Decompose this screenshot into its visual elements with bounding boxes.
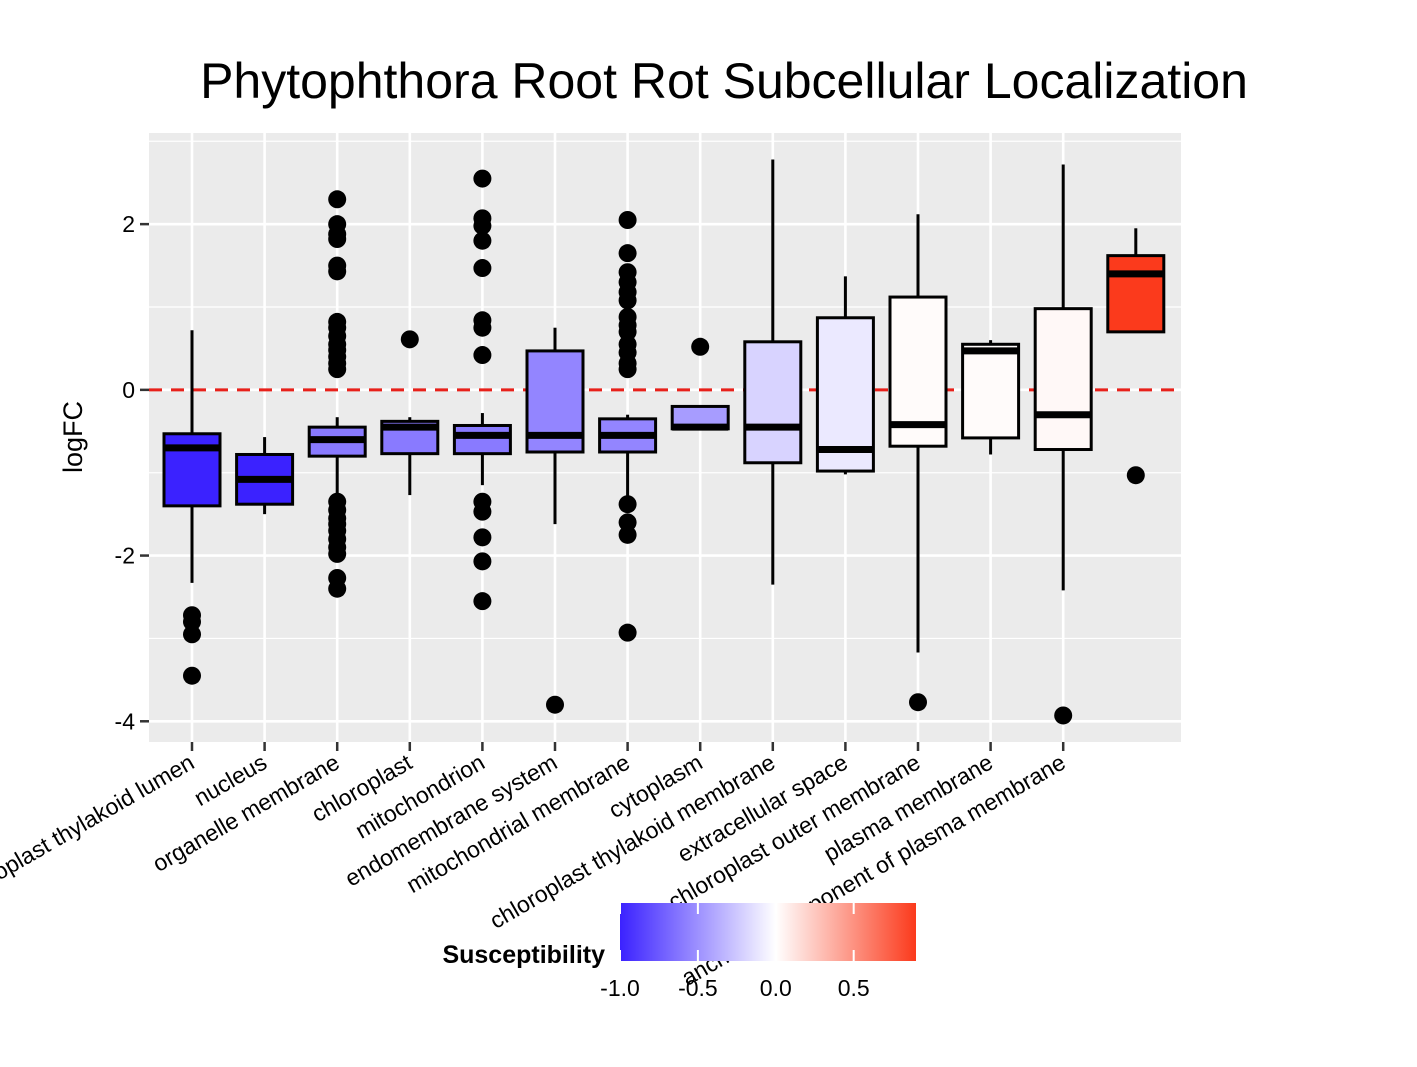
outlier-point [328, 262, 347, 281]
box-group [1033, 164, 1093, 725]
plot-panel [149, 133, 1181, 742]
x-tick-label: chloroplast thylakoid lumen [0, 749, 198, 910]
outlier-point [1126, 466, 1145, 485]
box [452, 423, 512, 456]
colorbar-legend: Susceptibility -1.0 -0.5 0.0 0.5 [442, 903, 916, 1001]
outlier-point [618, 244, 637, 263]
outlier-point [618, 623, 637, 642]
outlier-point [909, 693, 927, 712]
outlier-point [473, 552, 492, 571]
y-tick-label: -4 [115, 708, 136, 734]
box-group [162, 330, 222, 685]
outlier-point [1054, 706, 1073, 725]
box-group [743, 159, 803, 585]
box-group [598, 211, 658, 642]
box-group [888, 214, 948, 712]
outlier-point [618, 495, 637, 514]
outlier-point [691, 337, 710, 356]
chart-title: Phytophthora Root Rot Subcellular Locali… [200, 53, 1248, 109]
outlier-point [183, 612, 201, 631]
legend-title: Susceptibility [442, 941, 605, 969]
outlier-point [618, 360, 637, 379]
outlier-point [328, 360, 347, 379]
outlier-point [183, 625, 201, 644]
outlier-point [618, 525, 637, 544]
outlier-point [473, 346, 492, 365]
box [961, 342, 1021, 440]
outlier-point [618, 513, 637, 532]
outlier-point [473, 502, 492, 521]
outlier-point [328, 190, 347, 209]
outlier-point [473, 259, 492, 278]
box [815, 316, 875, 473]
box-group [525, 327, 585, 714]
box-group [961, 340, 1021, 455]
box [1106, 254, 1166, 334]
colorbar-tick-label: -1.0 [600, 975, 640, 1001]
y-tick-label: 2 [122, 211, 135, 237]
colorbar-tick-label: 0.5 [838, 975, 870, 1001]
y-tick-label: 0 [122, 377, 135, 403]
outlier-point [473, 169, 492, 188]
box [1033, 307, 1093, 452]
outlier-point [328, 544, 347, 563]
outlier-point [473, 528, 492, 547]
colorbar [620, 903, 916, 961]
box-group [452, 169, 512, 611]
y-axis-label: logFC [58, 401, 88, 473]
outlier-point [473, 231, 492, 250]
y-axis: -4 -2 0 2 [115, 211, 149, 734]
outlier-point [328, 230, 347, 249]
colorbar-tick-label: -0.5 [678, 975, 718, 1001]
outlier-point [328, 579, 347, 598]
colorbar-tick-label: 0.0 [760, 975, 792, 1001]
box-group [307, 190, 367, 598]
outlier-point [473, 318, 492, 337]
box-group [380, 330, 440, 496]
outlier-point [618, 291, 637, 310]
box-group [670, 337, 730, 431]
box-group [235, 437, 295, 515]
outlier-point [400, 330, 419, 349]
outlier-point [546, 695, 564, 714]
outlier-point [618, 211, 637, 229]
outlier-point [618, 322, 637, 341]
box-group [1106, 228, 1166, 485]
outlier-point [473, 216, 492, 235]
outlier-point [183, 666, 201, 685]
box-group [815, 276, 875, 475]
outlier-point [473, 592, 492, 611]
y-tick-label: -2 [115, 543, 135, 569]
box [743, 340, 803, 465]
